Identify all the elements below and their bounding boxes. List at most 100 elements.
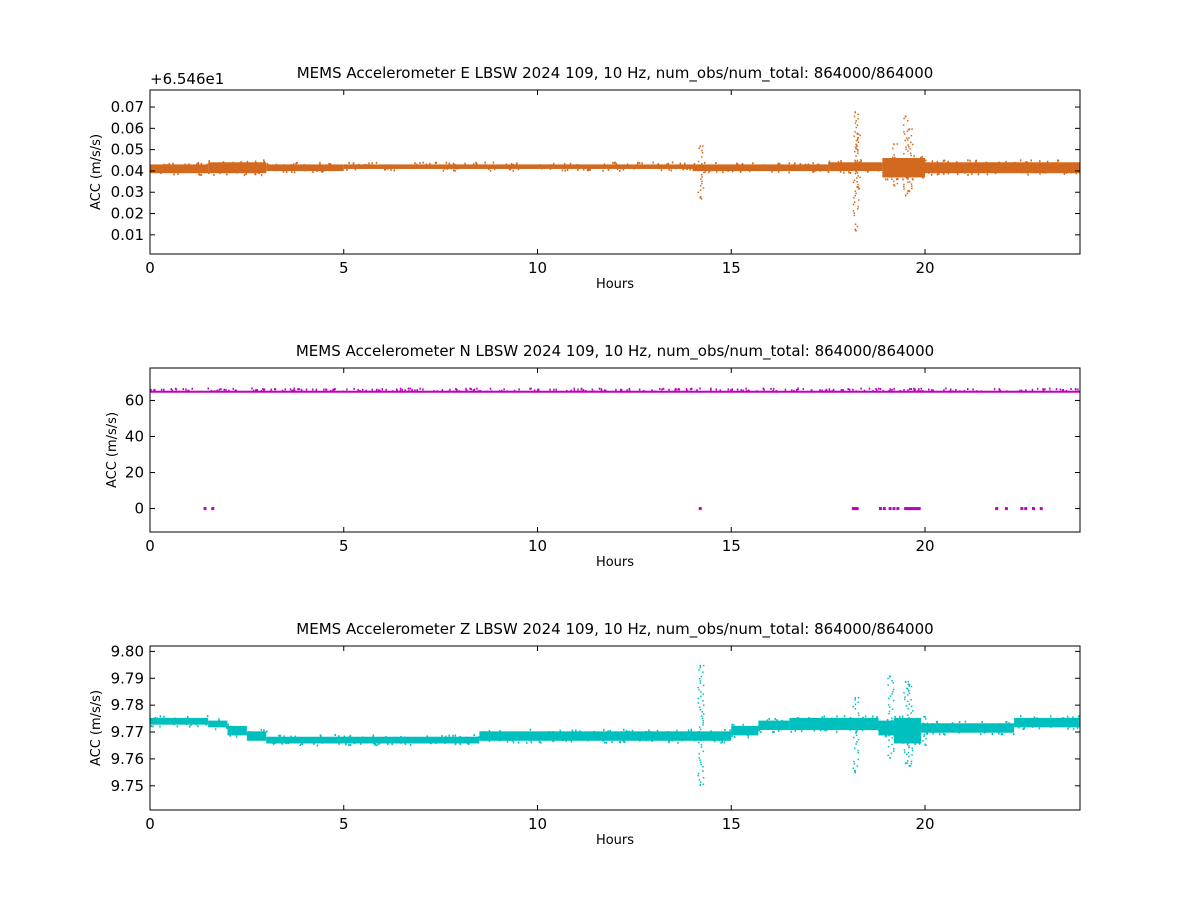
data-point <box>186 390 188 393</box>
data-point <box>702 783 705 786</box>
data-point <box>295 162 297 165</box>
data-point <box>168 162 170 165</box>
data-point <box>892 688 895 691</box>
data-point <box>258 172 260 175</box>
data-point <box>315 390 317 393</box>
data-point <box>605 389 607 392</box>
data-point <box>275 163 278 166</box>
data-point <box>538 741 541 744</box>
data-point <box>260 174 263 177</box>
data-point <box>853 507 857 511</box>
data-point <box>942 159 945 162</box>
data-point <box>1072 727 1075 730</box>
data-point <box>699 728 702 731</box>
data-point <box>404 742 407 745</box>
data-point <box>433 390 435 393</box>
data-point <box>700 198 703 200</box>
data-point <box>714 740 716 743</box>
data-point <box>345 164 347 167</box>
data-point <box>852 705 855 708</box>
data-point <box>888 389 890 392</box>
data-point <box>185 723 188 726</box>
data-point <box>741 163 743 166</box>
data-point <box>857 183 859 186</box>
data-point <box>549 167 552 170</box>
data-point <box>213 173 215 176</box>
data-point <box>230 725 232 728</box>
data-point <box>702 722 705 724</box>
data-point <box>503 388 505 391</box>
data-point <box>1032 725 1034 728</box>
data-point <box>958 731 960 734</box>
y-tick-label: 0 <box>134 500 144 518</box>
data-point <box>1014 162 1017 165</box>
data-point <box>163 715 165 718</box>
data-point <box>612 161 614 164</box>
data-point <box>1000 733 1003 736</box>
data-point <box>701 715 703 717</box>
data-point <box>488 739 491 742</box>
data-point <box>700 695 702 698</box>
data-point <box>1039 172 1041 175</box>
data-point <box>444 167 446 170</box>
data-point <box>373 741 375 744</box>
data-point <box>190 723 192 726</box>
y-tick-label: 0.05 <box>111 141 144 159</box>
data-point <box>945 387 947 390</box>
data-point <box>332 389 335 392</box>
data-point <box>772 389 774 392</box>
data-point <box>569 162 572 165</box>
data-point <box>867 170 869 173</box>
data-point <box>1032 507 1035 511</box>
data-point <box>757 169 760 172</box>
data-point <box>910 134 913 137</box>
data-point <box>422 161 424 164</box>
data-point <box>325 388 327 391</box>
data-point <box>912 178 914 181</box>
data-point <box>904 161 907 164</box>
data-point <box>908 734 910 736</box>
data-point <box>693 739 696 742</box>
data-point <box>888 507 892 511</box>
data-point <box>855 732 857 734</box>
data-point <box>710 730 712 733</box>
data-band-segment <box>150 717 209 725</box>
data-point <box>649 731 652 734</box>
data-point <box>702 777 705 779</box>
data-point <box>500 390 503 393</box>
data-point <box>485 738 488 741</box>
data-point <box>865 169 867 172</box>
data-point <box>905 727 907 729</box>
data-point <box>703 713 705 715</box>
data-point <box>903 152 905 155</box>
data-point <box>826 169 829 172</box>
data-point <box>855 730 857 733</box>
data-point <box>1044 171 1047 174</box>
data-point <box>206 163 209 166</box>
data-point <box>906 743 909 746</box>
data-layer <box>150 111 1080 232</box>
data-point <box>159 715 162 718</box>
data-point <box>698 689 700 691</box>
data-point <box>893 387 895 390</box>
data-point <box>889 390 892 393</box>
data-point <box>518 388 520 391</box>
data-point <box>633 167 635 170</box>
data-point <box>908 507 911 511</box>
data-point <box>699 184 702 187</box>
data-point <box>902 178 904 181</box>
data-point <box>907 760 909 762</box>
data-point <box>399 389 402 392</box>
data-point <box>887 732 890 735</box>
data-point <box>727 388 730 391</box>
data-point <box>985 161 988 164</box>
data-point <box>862 716 864 719</box>
data-point <box>1036 387 1039 390</box>
data-point <box>400 735 402 738</box>
data-point <box>249 730 251 733</box>
x-tick-label: 0 <box>145 815 155 833</box>
data-point <box>748 170 751 173</box>
data-point <box>860 158 862 161</box>
data-point <box>808 716 810 719</box>
data-point <box>977 173 980 176</box>
